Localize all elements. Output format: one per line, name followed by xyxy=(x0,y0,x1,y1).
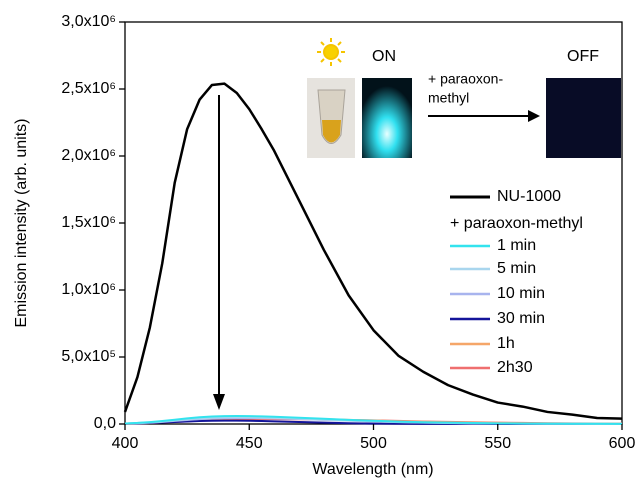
series-line xyxy=(123,82,623,420)
vial-content xyxy=(322,120,341,143)
vial-photo-uv-on xyxy=(362,78,412,158)
x-tick-label: 500 xyxy=(360,435,387,452)
decrease-arrow-head xyxy=(213,394,225,410)
x-tick-label: 550 xyxy=(484,435,511,452)
legend-label: 5 min xyxy=(497,260,536,277)
on-label: ON xyxy=(372,48,396,65)
legend-label: NU-1000 xyxy=(497,188,561,205)
legend-label: 10 min xyxy=(497,285,545,302)
y-tick-label: 0,0 xyxy=(94,415,116,432)
legend-label: 30 min xyxy=(497,310,545,327)
y-tick-label: 3,0x10⁶ xyxy=(61,13,116,30)
y-tick-label: 1,5x10⁶ xyxy=(61,214,116,231)
inset: ON OFF + paraoxon- methyl xyxy=(307,38,621,158)
vial-photo-uv-off xyxy=(546,78,621,158)
off-label: OFF xyxy=(567,48,599,65)
y-tick-label: 2,0x10⁶ xyxy=(61,147,116,164)
x-axis-label: Wavelength (nm) xyxy=(312,461,433,478)
reagent-label: + paraoxon- xyxy=(428,71,503,87)
y-tick-label: 2,5x10⁶ xyxy=(61,80,116,97)
x-tick-label: 600 xyxy=(609,435,636,452)
legend-heading: + paraoxon-methyl xyxy=(450,215,583,232)
x-tick-label: 400 xyxy=(112,435,139,452)
y-axis-label: Emission intensity (arb. units) xyxy=(13,119,30,328)
legend-label: 2h30 xyxy=(497,359,533,376)
legend-label: 1 min xyxy=(497,237,536,254)
arrow-head xyxy=(528,110,540,122)
x-tick-label: 450 xyxy=(236,435,263,452)
legend-label: 1h xyxy=(497,335,515,352)
y-tick-label: 5,0x10⁵ xyxy=(61,348,116,365)
y-tick-label: 1,0x10⁶ xyxy=(61,281,116,298)
series-line xyxy=(124,414,623,425)
sun-icon xyxy=(317,38,345,66)
reagent-label: methyl xyxy=(428,90,469,106)
